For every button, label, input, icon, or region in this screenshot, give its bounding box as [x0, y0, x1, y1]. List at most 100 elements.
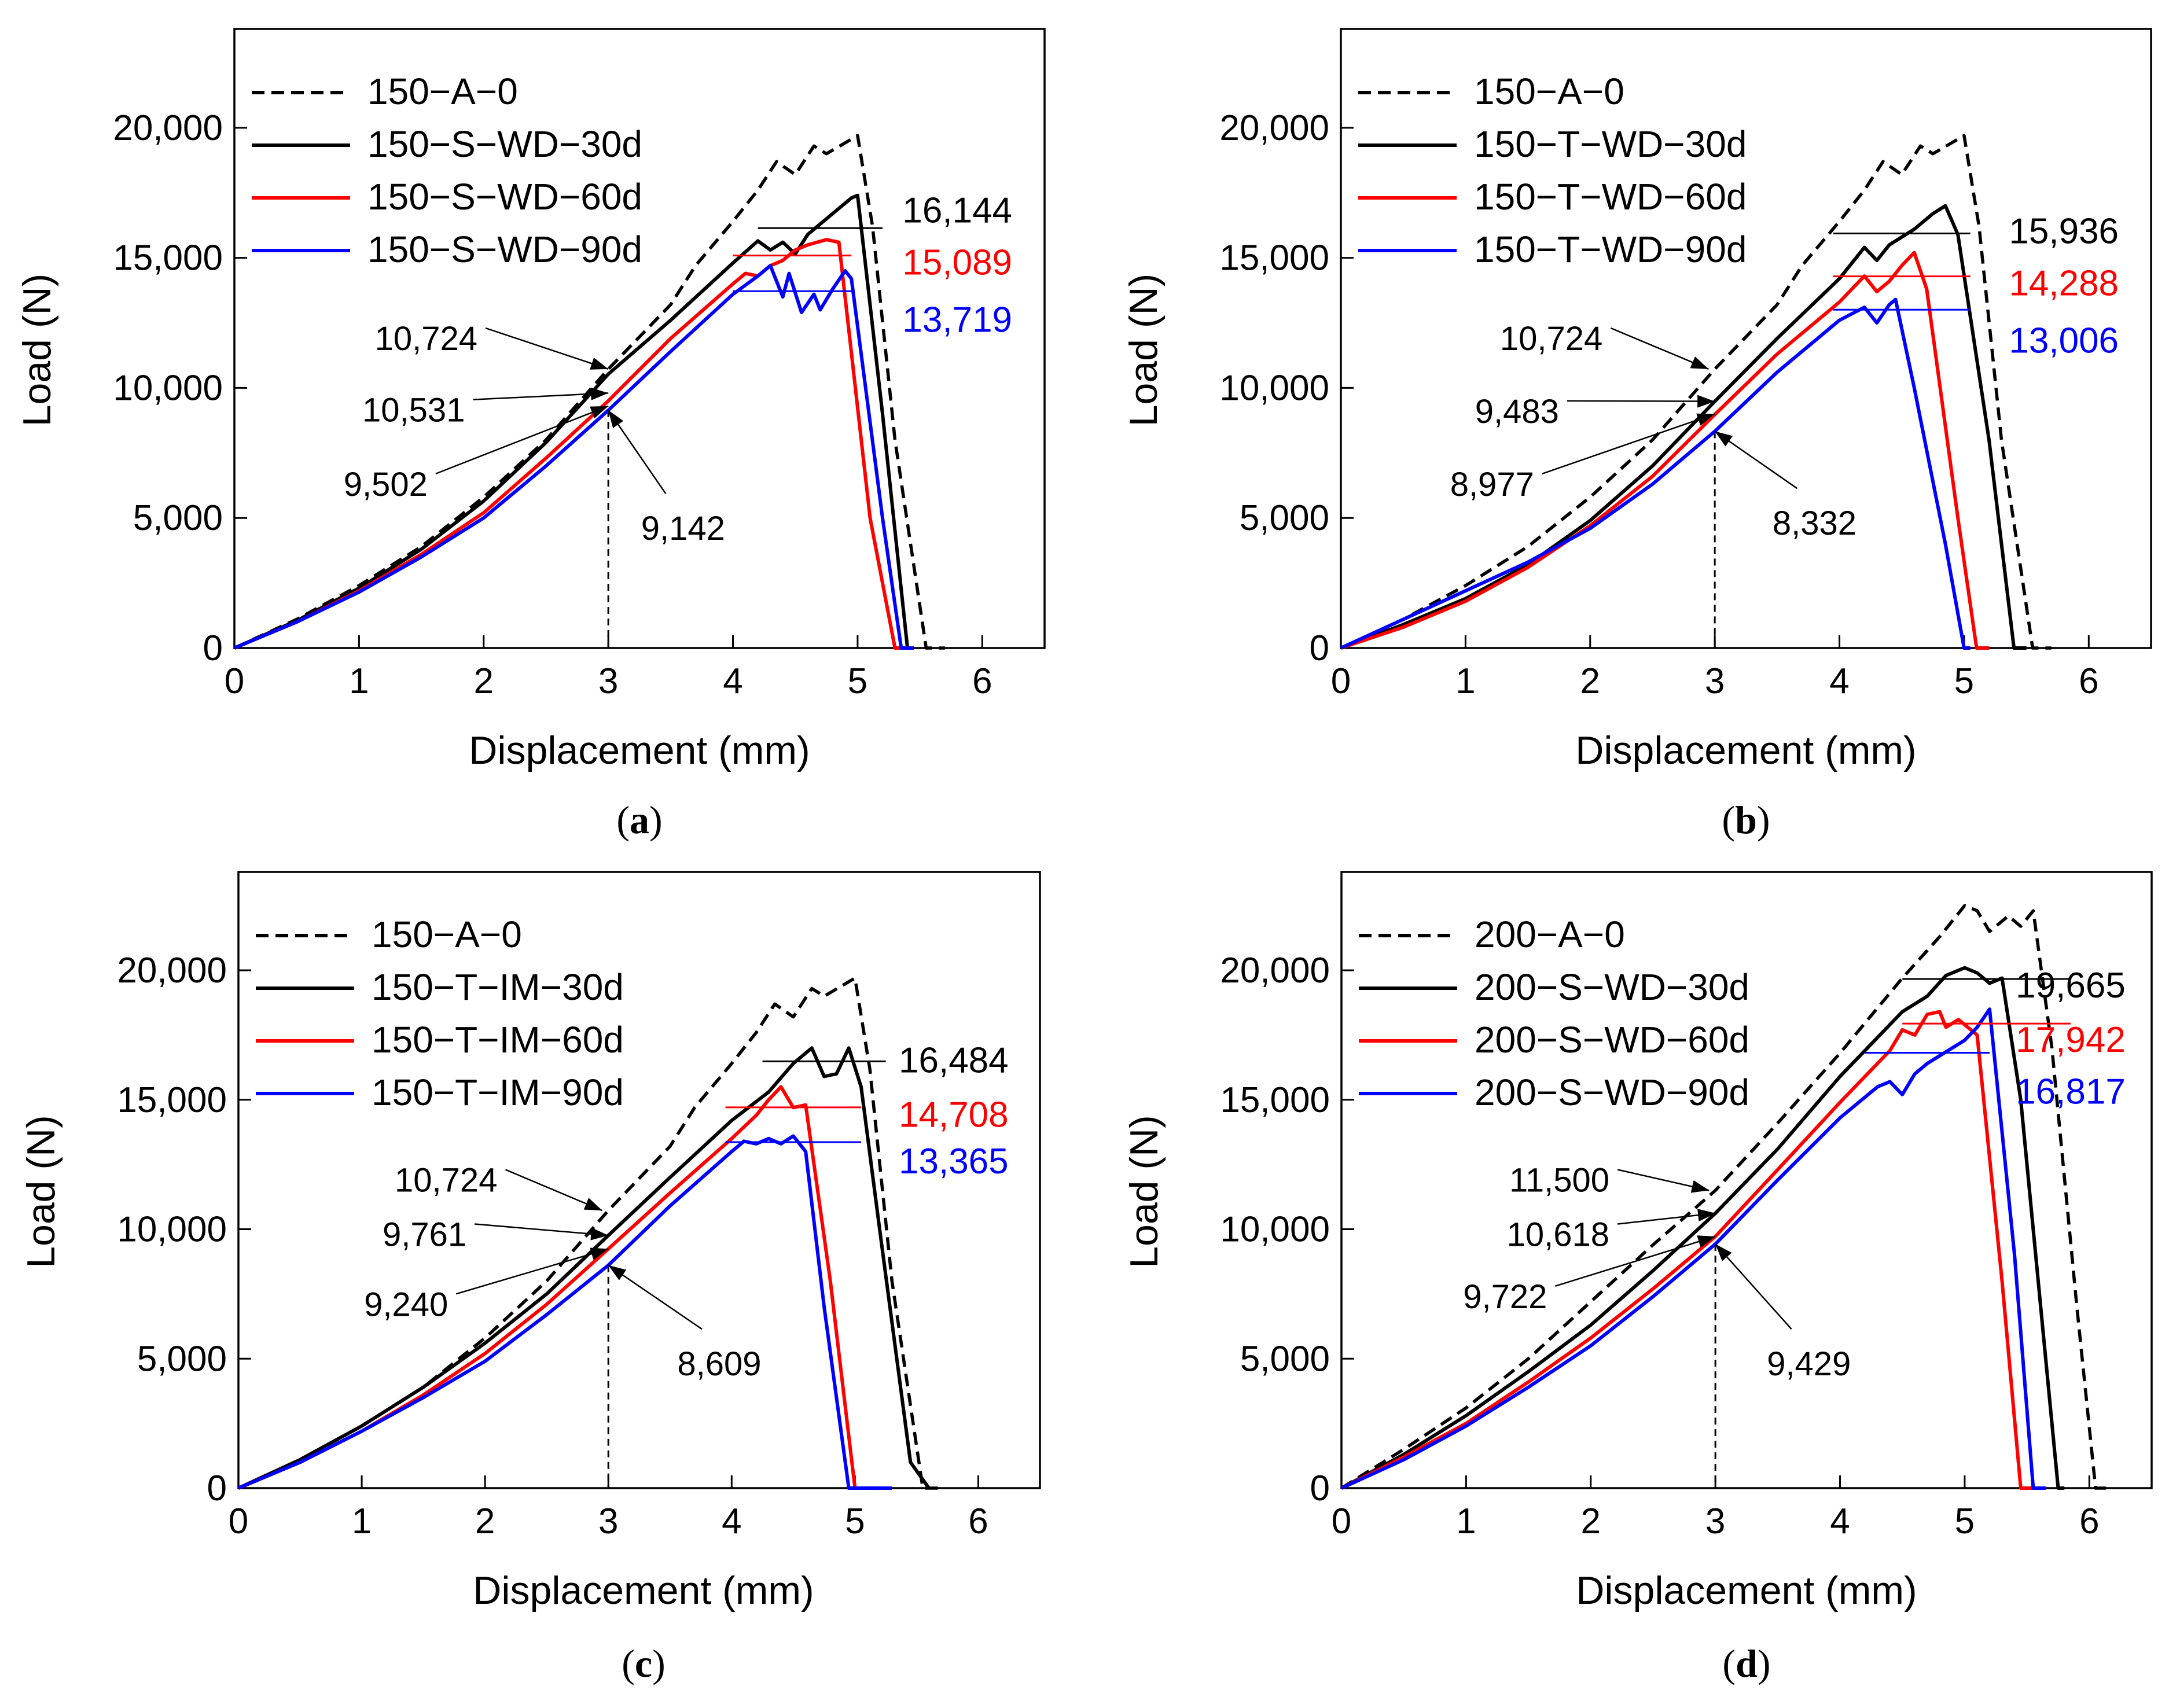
- y-tick-label: 0: [207, 1468, 227, 1508]
- x-tick-label: 0: [1332, 1501, 1351, 1541]
- x-tick-label: 1: [1456, 1501, 1476, 1541]
- chart-panel-c: 0 1 2 3 4 5 6 0 5,000 10,000 15,000 20,000 Displacem…: [19, 871, 1041, 1685]
- caption-close: ): [649, 798, 663, 842]
- x-tick-label: 3: [1705, 1501, 1725, 1541]
- callout-arrowhead: [590, 357, 609, 370]
- x-tick-label: 1: [352, 1501, 372, 1541]
- legend-entry: 200−S−WD−30d: [1475, 966, 1749, 1008]
- callout-arrowhead: [1690, 356, 1709, 369]
- panel-caption: (d): [1722, 1641, 1770, 1685]
- callout-label: 9,483: [1475, 393, 1559, 430]
- x-tick-label: 5: [848, 661, 867, 701]
- callout-line: [1555, 1235, 1716, 1287]
- callout-arrowhead: [1697, 1235, 1716, 1248]
- peak-label: 19,665: [2016, 966, 2126, 1006]
- x-tick-label: 6: [2079, 1501, 2099, 1541]
- callout-line: [435, 405, 609, 474]
- callout-label: 8,609: [677, 1345, 761, 1383]
- callout-arrowhead: [608, 1265, 627, 1280]
- legend-entry: 200−A−0: [1475, 914, 1625, 955]
- chart-panel-a: 0 1 2 3 4 5 6 0 5,000 10,000 15,000 20,000 Displacem…: [15, 28, 1046, 842]
- caption-letter: a: [630, 798, 649, 842]
- plot-frame: [1340, 28, 2152, 649]
- x-tick-label: 6: [2079, 661, 2098, 701]
- x-tick-label: 5: [1955, 1501, 1975, 1541]
- callout-label: 9,722: [1463, 1278, 1547, 1316]
- peak-label: 13,719: [902, 300, 1012, 340]
- x-axis-label: Displacement (mm): [1576, 1569, 1917, 1613]
- x-tick-label: 2: [1580, 661, 1600, 701]
- series-line-2: [237, 1046, 931, 1490]
- plot-frame: [233, 28, 1046, 649]
- callout-label: 8,332: [1773, 505, 1857, 542]
- legend-entry: 150−T−WD−30d: [1474, 123, 1747, 165]
- callout-label: 9,142: [641, 510, 725, 547]
- x-tick-label: 0: [1331, 661, 1351, 701]
- peak-label: 14,708: [899, 1095, 1009, 1135]
- peak-label: 14,288: [2009, 264, 2119, 304]
- series-line-1: [1340, 134, 2052, 650]
- x-tick-label: 5: [845, 1501, 865, 1541]
- callout-arrowhead: [590, 1227, 609, 1240]
- x-tick-label: 6: [968, 1501, 988, 1541]
- x-tick-label: 5: [1954, 661, 1974, 701]
- panel-caption: (c): [622, 1641, 666, 1685]
- x-tick-label: 4: [1830, 1501, 1850, 1541]
- x-tick-label: 2: [474, 661, 494, 701]
- x-tick-label: 3: [598, 661, 618, 701]
- series-line-4: [1340, 297, 1971, 650]
- callout-arrowhead: [608, 410, 624, 428]
- caption-open: (: [1722, 798, 1735, 842]
- x-tick-label: 1: [349, 661, 369, 701]
- callout-line: [455, 1248, 609, 1295]
- callout-arrowhead: [1697, 395, 1715, 408]
- y-tick-label: 10,000: [1220, 1210, 1330, 1250]
- y-tick-label: 0: [1310, 628, 1329, 668]
- callout-label: 10,724: [375, 320, 477, 358]
- caption-open: (: [622, 1641, 635, 1685]
- callout-arrowhead: [1696, 413, 1715, 426]
- y-tick-label: 5,000: [1240, 1339, 1330, 1379]
- series-line-1: [233, 134, 945, 650]
- x-axis-label: Displacement (mm): [469, 728, 810, 772]
- caption-open: (: [616, 798, 630, 842]
- peak-label: 16,144: [902, 191, 1012, 231]
- callout-line: [1715, 1243, 1792, 1330]
- y-tick-label: 15,000: [113, 238, 223, 278]
- series-line-2: [233, 193, 914, 650]
- series-line-2: [1340, 966, 2065, 1490]
- x-axis-label: Displacement (mm): [473, 1569, 814, 1613]
- legend-entry: 150−T−WD−90d: [1474, 229, 1747, 270]
- x-tick-label: 2: [1581, 1501, 1601, 1541]
- callout-line: [475, 1223, 609, 1236]
- x-tick-label: 3: [598, 1501, 618, 1541]
- x-tick-label: 4: [1829, 661, 1849, 701]
- x-tick-label: 2: [475, 1501, 495, 1541]
- series-line-4: [237, 1134, 892, 1490]
- y-tick-label: 10,000: [1219, 368, 1329, 408]
- y-tick-label: 10,000: [113, 368, 223, 408]
- callout-arrowhead: [1715, 431, 1733, 447]
- y-tick-label: 10,000: [117, 1210, 227, 1250]
- y-tick-label: 0: [203, 628, 223, 668]
- peak-label: 16,817: [2016, 1072, 2126, 1111]
- legend-entry: 150−A−0: [367, 71, 518, 112]
- legend-entry: 150−S−WD−30d: [367, 123, 642, 165]
- callout-arrowhead: [1690, 1180, 1710, 1193]
- y-axis-label: Load (N): [1122, 274, 1166, 427]
- legend-entry: 150−A−0: [1474, 71, 1624, 112]
- peak-label: 15,089: [902, 243, 1012, 283]
- callout-arrowhead: [1697, 1209, 1716, 1222]
- callout-label: 9,761: [383, 1216, 466, 1253]
- legend-entry: 150−T−IM−60d: [372, 1019, 624, 1061]
- callout-label: 11,500: [1509, 1162, 1609, 1199]
- caption-open: (: [1722, 1641, 1736, 1685]
- callout-arrowhead: [583, 1198, 602, 1211]
- y-axis-label: Load (N): [19, 1115, 63, 1268]
- callout-line: [1567, 400, 1715, 402]
- callout-label: 10,618: [1507, 1216, 1609, 1253]
- callout-line: [1542, 413, 1715, 474]
- y-tick-label: 15,000: [1220, 1080, 1330, 1120]
- y-tick-label: 5,000: [137, 1339, 227, 1379]
- legend-entry: 150−S−WD−90d: [367, 229, 642, 270]
